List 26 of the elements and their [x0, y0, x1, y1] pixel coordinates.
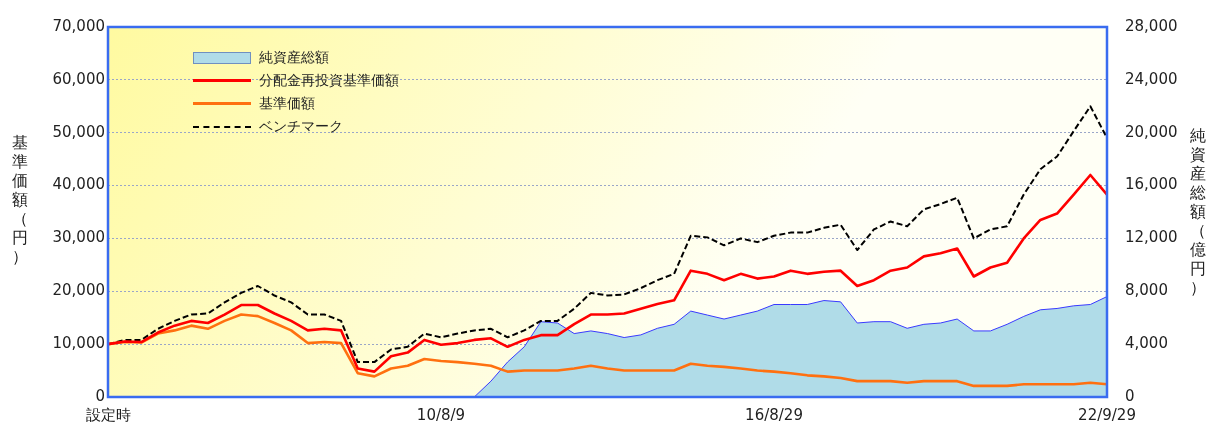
y-tick-label: 60,000 — [52, 69, 105, 88]
legend-label: 分配金再投資基準価額 — [259, 71, 399, 90]
x-tick-label: 22/9/29 — [1078, 405, 1136, 424]
text: 純資産総額（億円） — [1190, 126, 1206, 297]
y2-tick-label: 8,000 — [1125, 281, 1168, 300]
y2-tick-label: 16,000 — [1125, 175, 1178, 194]
y-tick-label: 10,000 — [52, 334, 105, 353]
y-axis-title: 基準価額（円） — [11, 133, 29, 266]
legend-label: ベンチマーク — [259, 117, 343, 136]
y-tick-label: 70,000 — [52, 16, 105, 35]
y2-tick-label: 20,000 — [1125, 122, 1178, 141]
y-tick-label: 20,000 — [52, 281, 105, 300]
y2-tick-label: 0 — [1125, 386, 1135, 405]
y-tick-label: 40,000 — [52, 175, 105, 194]
y2-tick-label: 28,000 — [1125, 16, 1178, 35]
y-tick-label: 30,000 — [52, 228, 105, 247]
x-tick-label: 設定時 — [85, 405, 131, 424]
x-tick-label: 10/8/9 — [416, 405, 466, 424]
y-tick-label: 50,000 — [52, 122, 105, 141]
x-tick-label: 16/8/29 — [745, 405, 803, 424]
y2-tick-label: 12,000 — [1125, 228, 1178, 247]
y2-tick-label: 4,000 — [1125, 334, 1168, 353]
legend-label: 基準価額 — [259, 94, 315, 113]
y2-tick-label: 24,000 — [1125, 69, 1178, 88]
legend-label: 純資産総額 — [259, 48, 329, 67]
y-tick-label: 0 — [95, 386, 105, 405]
